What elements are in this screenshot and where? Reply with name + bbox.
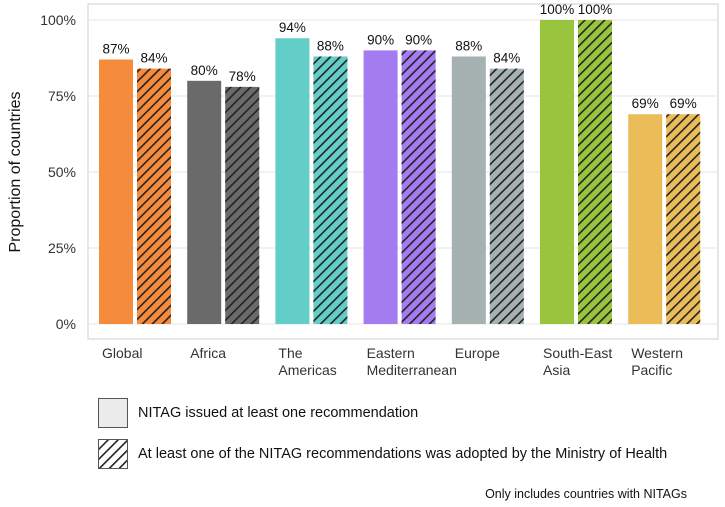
bar-value-label: 94%: [279, 20, 306, 35]
bar-hatch-overlay: [225, 86, 260, 324]
legend-label-adopted: At least one of the NITAG recommendation…: [138, 446, 668, 462]
bar-chart: 87%84%80% 78%94%88% 90% 90% 88%84%100% 100%69…: [7, 2, 719, 378]
bar-value-label: 100%: [578, 2, 613, 17]
bar-value-label: 84%: [493, 51, 520, 66]
legend-swatch-solid: [98, 398, 128, 428]
bar-value-label: 90%: [405, 32, 432, 47]
x-tick-label: Global: [102, 345, 142, 361]
y-tick-label: 50%: [48, 164, 76, 180]
bar-hatch-overlay: [401, 50, 436, 325]
y-axis-title: Proportion of countries: [7, 92, 24, 253]
bar-value-label: 87%: [102, 42, 129, 57]
x-tick-label: Eastern Mediterranean: [367, 345, 457, 378]
bar-value-label: 78%: [229, 69, 256, 84]
x-tick-label: South-East Asia: [543, 345, 612, 378]
bar-value-label: 80%: [191, 63, 218, 78]
bar-hatch-overlay: [578, 20, 612, 324]
bar-issued: [187, 80, 222, 324]
bar-issued: [540, 20, 574, 324]
legend-swatch-hatched: [98, 439, 128, 469]
legend-label-issued: NITAG issued at least one recommendation: [138, 405, 419, 421]
bar-value-label: 88%: [317, 38, 344, 53]
bar-hatch-overlay: [489, 68, 524, 324]
y-tick-label: 100%: [40, 12, 76, 28]
y-tick-label: 25%: [48, 240, 76, 256]
bar-value-label: 69%: [632, 96, 659, 111]
x-tick-label: Western Pacific: [631, 345, 683, 378]
bar-issued: [363, 50, 398, 325]
y-tick-label: 75%: [48, 88, 76, 104]
x-tick-label: Africa: [190, 345, 226, 361]
bar-value-label: 84%: [140, 51, 167, 66]
x-tick-label: The Americas: [278, 345, 336, 378]
x-tick-label: Europe: [455, 345, 500, 361]
bar-issued: [99, 59, 133, 325]
bar-hatch-overlay: [313, 56, 348, 324]
bar-value-label: 69%: [670, 96, 697, 111]
bar-value-label: 90%: [367, 32, 394, 47]
bar-value-label: 100%: [540, 2, 575, 17]
bar-hatch-overlay: [666, 114, 701, 325]
bar-value-label: 88%: [455, 38, 482, 53]
footnote: Only includes countries with NITAGs: [485, 487, 687, 501]
y-tick-label: 0%: [56, 316, 76, 332]
bar-issued: [628, 114, 663, 325]
legend-item-issued: NITAG issued at least one recommendation: [98, 398, 418, 428]
bar-issued: [275, 38, 310, 325]
legend-item-adopted: At least one of the NITAG recommendation…: [98, 439, 667, 469]
bar-hatch-overlay: [137, 68, 171, 324]
bar-issued: [451, 56, 486, 324]
